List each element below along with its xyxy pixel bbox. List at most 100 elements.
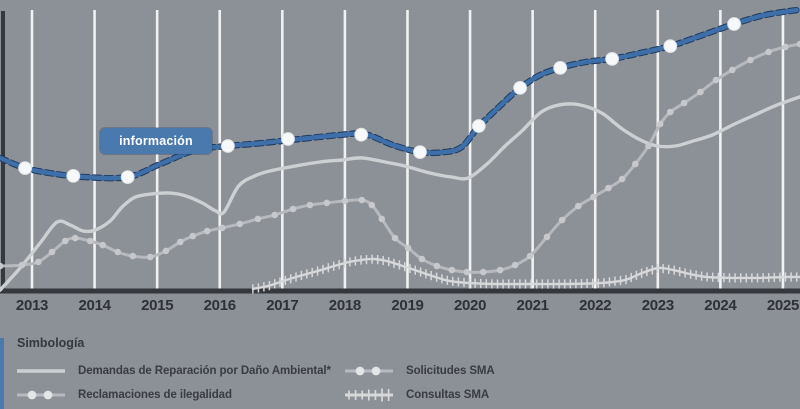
- dot-marker-icon: [605, 184, 612, 192]
- chart-canvas[interactable]: [0, 0, 800, 296]
- dot-marker-icon: [590, 193, 597, 201]
- dot-marker-icon: [391, 234, 399, 242]
- dot-marker-icon: [236, 220, 244, 228]
- dot-marker-icon: [645, 142, 652, 150]
- dot-marker-icon: [618, 175, 626, 183]
- legend-item-label: Demandas de Reparación por Daño Ambienta…: [78, 365, 331, 377]
- line-dots-swatch-icon: [17, 390, 65, 400]
- x-axis: 2013 2014 2015 2016 2017 2018 2019 2020 2021 2022…: [0, 297, 800, 319]
- gridlines: [30, 10, 785, 291]
- legend-item-consultas-sma[interactable]: Consultas SMA: [345, 387, 800, 403]
- legend: Simbología Demandas de Reparación por Da…: [0, 330, 800, 409]
- dot-marker-icon: [511, 261, 519, 269]
- highlight-point-marker-icon[interactable]: [66, 169, 81, 183]
- highlight-point-marker-icon[interactable]: [471, 119, 486, 133]
- legend-items: Demandas de Reparación por Daño Ambienta…: [17, 359, 800, 407]
- series-solicitudes-sma[interactable]: [0, 6, 800, 185]
- dot-marker-icon: [479, 268, 487, 276]
- x-axis-label-2018: 2018: [328, 297, 361, 314]
- legend-accent-bar: [0, 338, 4, 409]
- dot-marker-icon: [114, 248, 121, 256]
- highlight-point-marker-icon[interactable]: [18, 161, 33, 176]
- highlight-point-marker-icon[interactable]: [605, 52, 619, 66]
- x-axis-label-2019: 2019: [391, 297, 424, 314]
- dot-marker-icon: [61, 237, 69, 245]
- dot-marker-icon: [765, 48, 772, 56]
- dot-marker-icon: [323, 199, 331, 207]
- series-consultas-sma[interactable]: [251, 254, 800, 294]
- dot-marker-icon: [543, 233, 551, 241]
- dot-marker-icon: [418, 255, 426, 263]
- axes: [0, 11, 800, 294]
- dot-marker-icon: [378, 215, 386, 223]
- legend-item-reclamaciones[interactable]: Reclamaciones de ilegalidad: [17, 387, 345, 403]
- highlight-point-marker-icon[interactable]: [120, 170, 135, 185]
- x-axis-label-2015: 2015: [141, 297, 174, 314]
- highlight-point-marker-icon[interactable]: [553, 61, 568, 75]
- x-axis-label-2024: 2024: [704, 297, 737, 314]
- highlight-point-marker-icon[interactable]: [727, 17, 741, 31]
- tooltip: información: [100, 128, 212, 154]
- dot-marker-icon: [667, 108, 674, 116]
- dot-marker-icon: [632, 160, 639, 168]
- dot-marker-icon: [99, 241, 106, 249]
- dot-marker-icon: [71, 234, 79, 242]
- legend-item-label: Solicitudes SMA: [406, 365, 495, 377]
- dot-marker-icon: [177, 238, 184, 246]
- dot-marker-icon: [147, 253, 154, 261]
- dot-marker-icon: [218, 224, 226, 232]
- legend-item-demandas[interactable]: Demandas de Reparación por Daño Ambienta…: [17, 363, 345, 379]
- dot-marker-icon: [358, 196, 366, 204]
- legend-item-label: Reclamaciones de ilegalidad: [78, 389, 232, 401]
- legend-item-solicitudes-sma[interactable]: Solicitudes SMA: [345, 363, 800, 379]
- dot-marker-icon: [306, 201, 314, 209]
- tooltip-label: información: [119, 134, 193, 148]
- dot-marker-icon: [18, 261, 26, 269]
- dot-marker-icon: [86, 237, 94, 245]
- line-swatch-icon: [17, 369, 65, 373]
- dot-marker-icon: [129, 252, 137, 260]
- dot-marker-icon: [254, 215, 262, 223]
- line-dots-swatch-icon: [345, 366, 393, 376]
- dot-marker-icon: [368, 201, 376, 209]
- dot-marker-icon: [575, 202, 582, 210]
- highlight-point-marker-icon[interactable]: [663, 39, 678, 53]
- x-axis-label-2021: 2021: [516, 297, 549, 314]
- dot-marker-icon: [796, 40, 800, 48]
- dot-marker-icon: [558, 216, 566, 224]
- dot-marker-icon: [747, 56, 754, 64]
- dot-marker-icon: [697, 88, 704, 96]
- x-axis-label-2013: 2013: [15, 297, 49, 314]
- highlight-point-marker-icon[interactable]: [281, 132, 295, 146]
- x-axis-label-2016: 2016: [203, 297, 236, 314]
- dot-marker-icon: [203, 227, 211, 235]
- x-axis-label-2025: 2025: [766, 297, 800, 314]
- x-axis-label-2020: 2020: [453, 297, 487, 314]
- dot-marker-icon: [404, 244, 412, 252]
- highlight-point-marker-icon[interactable]: [221, 139, 235, 153]
- dot-marker-icon: [271, 211, 279, 219]
- highlight-point-marker-icon[interactable]: [413, 145, 427, 160]
- dot-marker-icon: [657, 120, 664, 128]
- legend-title: Simbología: [17, 336, 85, 350]
- dot-marker-icon: [526, 252, 534, 260]
- highlight-point-marker-icon[interactable]: [354, 127, 369, 142]
- dot-marker-icon: [729, 66, 736, 74]
- dot-marker-icon: [189, 232, 197, 240]
- highlight-point-marker-icon[interactable]: [513, 81, 527, 95]
- dot-marker-icon: [35, 258, 42, 266]
- dot-marker-icon: [433, 262, 441, 270]
- x-axis-label-2023: 2023: [641, 297, 674, 314]
- dot-marker-icon: [463, 268, 471, 276]
- dot-marker-icon: [48, 248, 56, 256]
- dot-marker-icon: [162, 247, 170, 255]
- x-axis-label-2017: 2017: [266, 297, 299, 314]
- legend-item-label: Consultas SMA: [406, 389, 490, 401]
- dot-marker-icon: [341, 197, 349, 205]
- line-ticks-swatch-icon: [345, 388, 393, 402]
- series-reclamaciones[interactable]: [0, 40, 800, 276]
- dot-marker-icon: [496, 266, 504, 274]
- x-axis-label-2022: 2022: [579, 297, 612, 314]
- dot-marker-icon: [712, 76, 720, 84]
